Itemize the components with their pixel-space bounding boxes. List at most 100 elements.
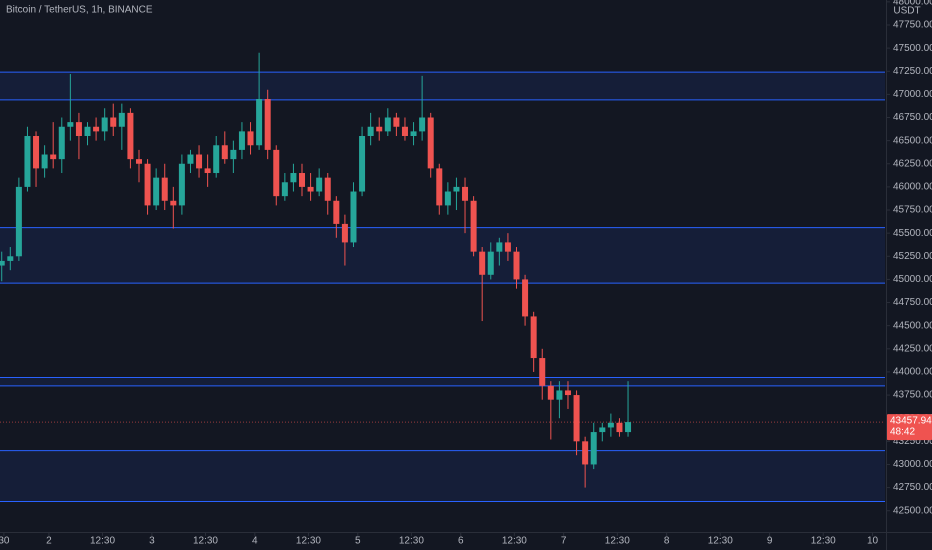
y-tick-label: 43250.00 [893,436,932,447]
y-tick-label: 44750.00 [893,297,932,308]
x-tick-label: 3 [149,536,155,547]
candle-body [118,112,125,127]
candle-body [487,251,494,275]
candle-body [281,182,288,197]
candle-body [376,126,383,132]
candle-body [307,186,314,192]
x-tick-label: 4 [252,536,258,547]
last-price-box [887,414,932,441]
zone [0,450,885,502]
x-tick-label: 12:30 [605,536,630,547]
candle-body [50,154,57,160]
candle-body [393,117,400,127]
candle-body [419,117,426,132]
candle-body [522,279,529,317]
candle-body [135,159,142,164]
candle-body [470,200,477,252]
last-price-label: 43457.94 [890,416,932,427]
candle-body [607,422,614,428]
candle-body [101,117,108,132]
candle-body [504,242,511,252]
y-tick-label: 47000.00 [893,89,932,100]
x-tick-label: 10 [867,536,879,547]
candle-body [170,200,177,206]
y-tick-label: 46250.00 [893,158,932,169]
y-tick-label: 44500.00 [893,320,932,331]
candle-body [153,177,160,206]
y-tick-label: 47750.00 [893,20,932,31]
x-tick-label: 12:30 [708,536,733,547]
y-tick-label: 46750.00 [893,112,932,123]
candle-body [341,223,348,243]
candle-body [213,145,220,174]
candle-body [15,186,22,257]
candle-body [247,131,254,146]
x-tick-label: 12:30 [502,536,527,547]
candle-body [221,145,228,160]
x-tick-label: 7 [561,536,567,547]
x-tick-label: 8 [664,536,670,547]
x-tick-label: 12:30 [193,536,218,547]
x-tick-label: 2 [46,536,52,547]
candle-body [256,98,263,146]
candle-body [161,177,168,201]
countdown-label: 48:42 [890,427,915,438]
y-tick-label: 46000.00 [893,182,932,193]
y-tick-label: 42500.00 [893,505,932,516]
zone [0,377,885,386]
candle-body [444,191,451,206]
candle-body [41,154,48,169]
y-tick-label: 44250.00 [893,343,932,354]
candle-body [230,149,237,160]
y-tick-label: 45500.00 [893,228,932,239]
zone [0,227,885,284]
candle-body [93,126,100,132]
candle-body [462,186,469,201]
candle-body [496,242,503,252]
x-tick-label: 30 [0,536,10,547]
candle-body [599,427,606,433]
candle-body [67,122,74,127]
candle-body [127,112,134,160]
candle-body [110,117,117,127]
candle-body [359,136,366,192]
candle-body [84,126,91,137]
candle-body [333,200,340,224]
candle-body [401,126,408,137]
candle-body [590,432,597,465]
y-tick-label: 47500.00 [893,43,932,54]
y-tick-label: 42750.00 [893,482,932,493]
candle-body [350,191,357,243]
x-tick-label: 12:30 [296,536,321,547]
candle-body [324,177,331,201]
candle-body [144,163,151,206]
candle-body [384,117,391,132]
candle-body [316,177,323,192]
candle-body [410,131,417,137]
candle-body [367,126,374,137]
candle-body [564,390,571,396]
y-tick-label: 47250.00 [893,66,932,77]
y-tick-label: 48000.00 [893,0,932,7]
candle-body [264,98,271,150]
candle-body [290,173,297,183]
candle-body [0,260,5,266]
candle-body [556,390,563,400]
x-tick-label: 12:30 [90,536,115,547]
candle-body [187,154,194,164]
candle-body [547,385,554,400]
candle-body [539,358,546,386]
candle-body [582,441,589,465]
x-tick-label: 6 [458,536,464,547]
candle-body [24,136,31,187]
candle-body [513,251,520,280]
candle-body [436,168,443,206]
y-tick-label: 43000.00 [893,459,932,470]
candle-body [299,173,306,187]
candle-body [238,131,245,150]
x-tick-label: 12:30 [811,536,836,547]
candle-body [196,154,203,169]
candle-body [616,422,623,433]
